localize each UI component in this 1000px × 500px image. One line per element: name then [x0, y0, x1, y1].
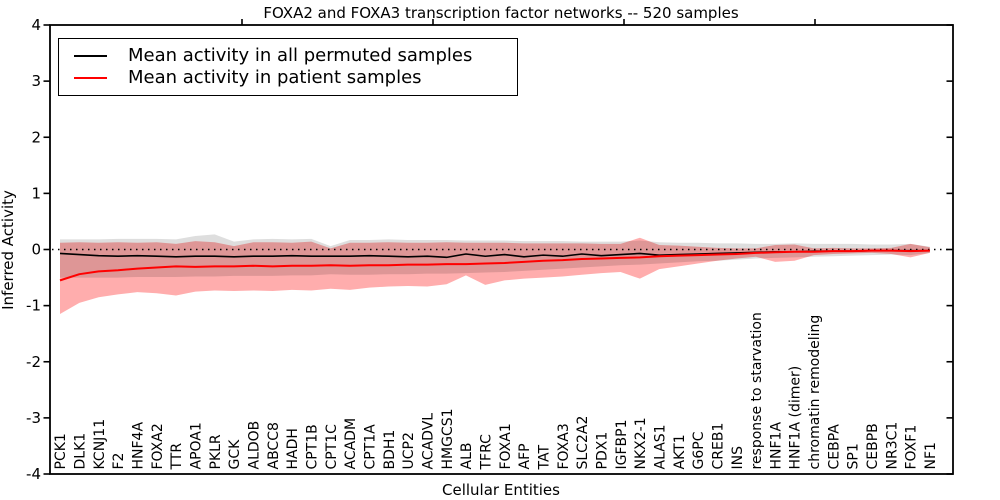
- x-tick-label: HMGCS1: [440, 408, 456, 469]
- x-tick-label: ALAS1: [652, 424, 668, 469]
- legend: Mean activity in all permuted samples Me…: [58, 38, 518, 96]
- x-tick-label: KCNJ11: [92, 419, 108, 470]
- y-tick-label: -4: [26, 465, 41, 483]
- x-tick-label: IGFBP1: [614, 420, 630, 470]
- x-tick-label: F2: [111, 453, 127, 470]
- y-tick-label: -2: [26, 353, 41, 371]
- legend-item-permuted: Mean activity in all permuted samples: [59, 44, 517, 66]
- legend-line-sample-patient: [74, 77, 107, 80]
- x-tick-label: AKT1: [672, 434, 688, 469]
- x-tick-label: CPT1B: [304, 424, 320, 469]
- x-tick-label: CPT1C: [324, 424, 340, 470]
- x-tick-label: NF1: [923, 442, 939, 469]
- y-tick-label: 2: [31, 128, 41, 146]
- series-line-patient: [59, 249, 930, 282]
- y-tick-label: 0: [31, 241, 41, 259]
- x-tick-label: PKLR: [208, 434, 224, 469]
- x-tick-label: TFRC: [478, 434, 494, 471]
- x-tick-label: SLC2A2: [575, 416, 591, 470]
- x-tick-label: UCP2: [401, 432, 417, 469]
- legend-label-permuted: Mean activity in all permuted samples: [128, 44, 473, 66]
- legend-item-patient: Mean activity in patient samples: [59, 69, 517, 87]
- x-tick-label: FOXA2: [150, 423, 166, 469]
- y-tick-label: -1: [26, 297, 41, 315]
- x-tick-label: SP1: [846, 443, 862, 469]
- x-tick-label: FOXA1: [498, 423, 514, 469]
- x-tick-label: HNF1A (dimer): [788, 366, 804, 470]
- y-axis-label: Inferred Activity: [0, 190, 17, 310]
- x-tick-label: ALDOB: [247, 421, 263, 470]
- x-tick-label: CREB1: [710, 423, 726, 470]
- x-tick-label: INS: [730, 446, 746, 470]
- x-tick-label: CPT1A: [362, 424, 378, 470]
- x-axis-label: Cellular Entities: [442, 481, 560, 499]
- x-tick-label: HNF4A: [131, 422, 147, 470]
- x-tick-label: NR3C1: [884, 422, 900, 470]
- x-tick-label: PDX1: [594, 432, 610, 470]
- x-tick-label: NKX2-1: [633, 417, 649, 469]
- x-tick-label: CEBPA: [826, 424, 842, 470]
- y-tick-label: 1: [31, 184, 41, 202]
- legend-label-patient: Mean activity in patient samples: [128, 67, 422, 89]
- y-tick-label: 3: [31, 72, 41, 90]
- x-tick-label: APOA1: [189, 422, 205, 469]
- x-tick-label: FOXF1: [904, 425, 920, 470]
- x-tick-label: TTR: [169, 443, 185, 471]
- x-tick-label: BDH1: [382, 430, 398, 470]
- x-tick-label: AFP: [517, 443, 533, 469]
- x-tick-label: GCK: [227, 439, 243, 470]
- x-tick-label: ACADVL: [420, 413, 436, 470]
- x-tick-label: HADH: [285, 428, 301, 469]
- y-tick-label: 4: [31, 16, 41, 34]
- x-tick-label: chromatin remodeling: [807, 315, 823, 470]
- x-tick-label: HNF1A: [768, 422, 784, 470]
- y-tick-label: -3: [26, 409, 41, 427]
- x-tick-label: ALB: [459, 443, 475, 470]
- chart-title: FOXA2 and FOXA3 transcription factor net…: [263, 4, 739, 22]
- x-tick-label: TAT: [536, 445, 552, 471]
- legend-line-sample-permuted: [74, 54, 107, 57]
- x-tick-label: PCK1: [53, 433, 69, 469]
- x-tick-label: G6PC: [691, 431, 707, 469]
- x-tick-label: FOXA3: [556, 423, 572, 469]
- x-tick-label: ACADM: [343, 418, 359, 470]
- x-tick-label: DLK1: [73, 433, 89, 470]
- x-tick-label: response to starvation: [749, 312, 765, 469]
- x-tick-label: ABCC8: [266, 422, 282, 469]
- x-tick-label: CEBPB: [865, 423, 881, 469]
